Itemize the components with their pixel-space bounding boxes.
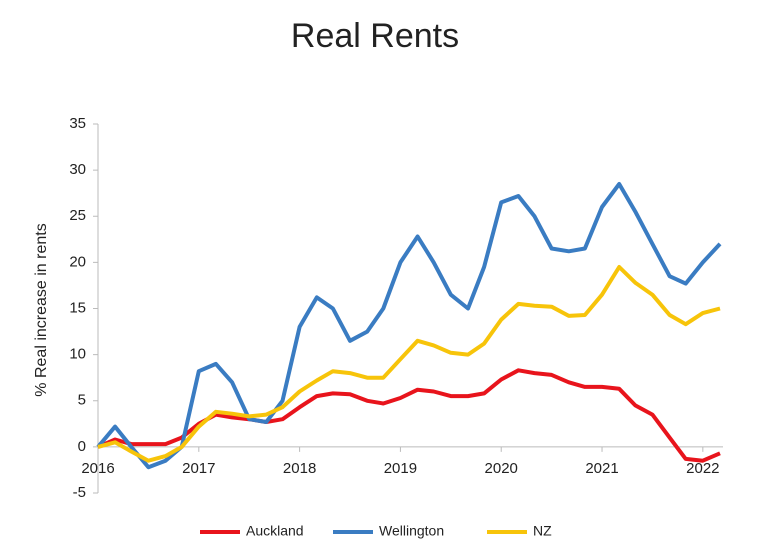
series-line bbox=[96, 182, 722, 470]
y-tick-label: -5 bbox=[73, 484, 86, 501]
chart-title: Real Rents bbox=[291, 17, 459, 55]
legend-label: Wellington bbox=[379, 523, 444, 539]
y-tick-label: 35 bbox=[69, 115, 86, 132]
y-tick-label: 15 bbox=[69, 299, 86, 316]
y-axis-label: % Real increase in rents bbox=[33, 223, 50, 396]
x-tick-label: 2016 bbox=[81, 460, 114, 477]
series-line bbox=[97, 265, 721, 463]
x-tick-label: 2017 bbox=[182, 460, 215, 477]
legend-label: Auckland bbox=[246, 523, 304, 539]
y-tick-label: 0 bbox=[78, 438, 86, 455]
x-tick-label: 2018 bbox=[283, 460, 316, 477]
legend-label: NZ bbox=[533, 523, 552, 539]
y-tick-label: 25 bbox=[69, 207, 86, 224]
y-tick-label: 20 bbox=[69, 253, 86, 270]
y-tick-label: 10 bbox=[69, 346, 86, 363]
x-tick-label: 2022 bbox=[686, 460, 719, 477]
y-tick-label: 30 bbox=[69, 161, 86, 178]
x-tick-label: 2019 bbox=[384, 460, 417, 477]
y-tick-label: 5 bbox=[78, 392, 86, 409]
x-tick-label: 2020 bbox=[485, 460, 518, 477]
x-tick-label: 2021 bbox=[585, 460, 618, 477]
